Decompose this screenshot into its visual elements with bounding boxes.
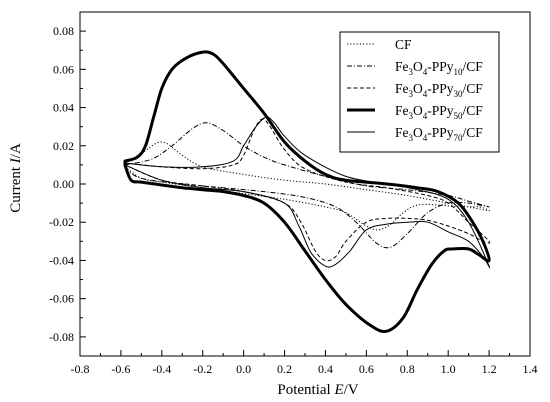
legend-label: Fe3O4-PPy50/CF [395,103,483,121]
legend-label-text: -PPy [427,59,454,74]
legend-label-text: /CF [463,125,484,140]
y-tick-label: 0.02 [53,139,74,153]
legend-label-subscript: 70 [454,133,464,143]
legend-label-subscript: 4 [423,111,428,121]
series-line-2 [124,122,490,249]
legend-label-text: O [413,81,423,96]
legend-label-text: O [413,59,423,74]
x-tick-label: 0.8 [400,362,415,376]
x-tick-label: 0.6 [359,362,374,376]
legend-label-text: O [413,125,423,140]
legend-label-text: Fe [395,59,409,74]
legend-label-subscript: 3 [409,111,414,121]
legend-label: Fe3O4-PPy10/CF [395,59,483,77]
y-axis-title-unit: /A [8,143,24,158]
y-tick-label: -0.08 [49,330,74,344]
legend-label-subscript: 3 [409,133,414,143]
x-tick-label: 0.4 [318,362,333,376]
x-axis-title-prefix: Potential [277,382,334,398]
legend-label: Fe3O4-PPy30/CF [395,81,483,99]
legend-label: Fe3O4-PPy70/CF [395,125,483,143]
x-tick-label: 1.2 [482,362,497,376]
legend-label-text: O [413,103,423,118]
y-tick-label: -0.06 [49,292,74,306]
legend-label-subscript: 4 [423,67,428,77]
x-tick-label: -0.2 [193,362,212,376]
y-axis-title-prefix: Current [8,163,24,213]
series-line-5 [124,116,491,269]
legend-label-subscript: 10 [454,67,464,77]
y-tick-label: 0.06 [53,62,74,76]
x-axis-title-unit: /V [344,382,359,398]
legend-label-subscript: 50 [454,111,464,121]
legend-label-text: Fe [395,125,409,140]
legend: CFFe3O4-PPy10/CFFe3O4-PPy30/CFFe3O4-PPy5… [339,31,500,153]
legend-label-subscript: 4 [423,133,428,143]
legend-label-subscript: 3 [409,67,414,77]
y-tick-label: -0.04 [49,253,74,267]
legend-label: CF [395,37,412,52]
x-tick-label: -0.4 [152,362,171,376]
legend-label-subscript: 4 [423,89,428,99]
y-axis-title-symbol: I [8,157,24,164]
legend-label-text: -PPy [427,81,454,96]
legend-label-text: /CF [463,81,484,96]
y-tick-label: 0.08 [53,24,74,38]
y-tick-label: 0.04 [53,101,74,115]
legend-label-text: Fe [395,81,409,96]
x-tick-label: -0.8 [71,362,90,376]
axes: -0.8 -0.6 -0.4 -0.2 0.0 0.2 0.4 0.6 0.8 1.0 1.2 1.4… [49,11,538,376]
legend-label-subscript: 3 [409,89,414,99]
x-tick-label: 0.0 [236,362,251,376]
legend-label-text: -PPy [427,103,454,118]
series-line-4 [123,50,491,333]
x-tick-label: 1.0 [441,362,456,376]
legend-label-subscript: 30 [454,89,464,99]
x-tick-label: 0.2 [277,362,292,376]
legend-label-text: /CF [463,103,484,118]
y-axis-title: Current I/A [8,143,24,213]
x-axis-title: Potential E/V [277,382,358,398]
x-tick-label: 1.4 [523,362,538,376]
legend-label-text: CF [395,37,412,52]
x-tick-label: -0.6 [111,362,130,376]
y-tick-label: 0.00 [53,177,74,191]
x-axis-title-symbol: E [333,382,343,398]
legend-label-text: -PPy [427,125,454,140]
legend-label-text: /CF [463,59,484,74]
data-series [123,50,491,333]
y-tick-label: -0.02 [49,215,74,229]
legend-label-text: Fe [395,103,409,118]
